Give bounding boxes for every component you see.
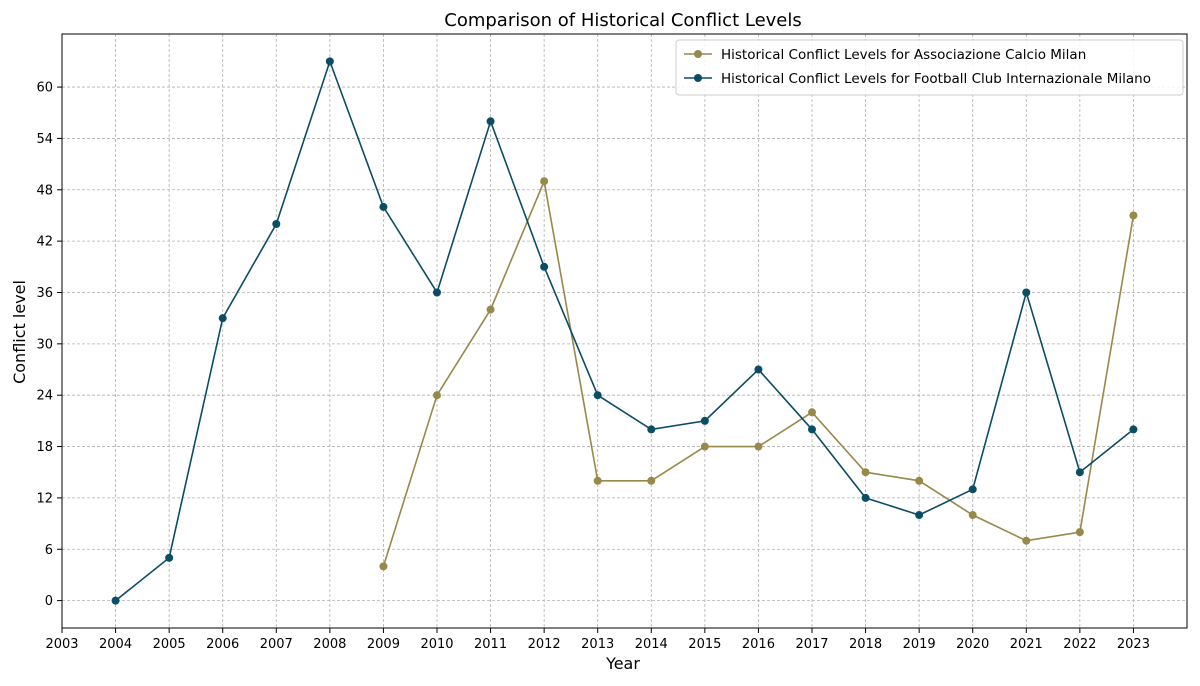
data-point — [1129, 211, 1138, 220]
y-tick-label: 30 — [36, 337, 53, 352]
x-tick-label: 2019 — [903, 637, 936, 652]
data-point — [968, 485, 977, 494]
y-tick-label: 6 — [45, 543, 53, 558]
data-point — [700, 442, 709, 451]
x-tick-label: 2003 — [45, 637, 78, 652]
x-tick-label: 2008 — [313, 637, 346, 652]
data-point — [593, 391, 602, 400]
x-tick-label: 2004 — [99, 637, 132, 652]
legend-box — [675, 39, 1184, 96]
data-point — [165, 553, 174, 562]
series-line — [382, 178, 1135, 567]
data-point — [1022, 288, 1031, 297]
data-point — [433, 391, 441, 400]
data-point — [111, 596, 120, 605]
x-tick-label: 2009 — [367, 637, 400, 652]
series-line — [115, 58, 1134, 602]
data-point — [647, 425, 656, 434]
data-point — [808, 408, 816, 417]
x-axis-label: Year — [605, 654, 640, 673]
data-point — [540, 262, 549, 271]
data-point — [968, 511, 977, 520]
x-tick-label: 2021 — [1010, 637, 1043, 652]
series-2 — [111, 57, 1138, 605]
y-tick-label: 18 — [36, 440, 53, 455]
y-tick-label: 0 — [45, 594, 53, 609]
data-point — [1075, 528, 1084, 537]
y-tick-label: 24 — [36, 389, 53, 404]
data-point — [379, 562, 388, 571]
legend-label: Historical Conflict Levels for Associazi… — [721, 47, 1086, 63]
x-tick-label: 2006 — [206, 637, 239, 652]
data-point — [915, 511, 924, 520]
data-point — [486, 305, 495, 314]
data-point — [1022, 536, 1031, 545]
data-point — [593, 476, 602, 485]
data-point — [861, 468, 870, 477]
legend: Historical Conflict Levels for Associazi… — [675, 39, 1184, 96]
x-tick-label: 2011 — [474, 637, 507, 652]
data-point — [700, 416, 709, 425]
data-point — [915, 476, 924, 485]
series-layer — [111, 57, 1138, 605]
x-tick-label: 2007 — [260, 637, 293, 652]
data-point — [486, 117, 495, 126]
y-axis-label: Conflict level — [10, 280, 29, 384]
x-tick-label: 2017 — [795, 637, 828, 652]
axis-ticks: 2003 2004 2005 2006 2007 2008 2009 2010 2011 2012… — [36, 81, 1150, 652]
x-tick-label: 2010 — [420, 637, 453, 652]
y-tick-label: 48 — [36, 183, 53, 198]
data-point — [540, 177, 549, 186]
legend-label: Historical Conflict Levels for Football … — [721, 71, 1151, 87]
x-tick-label: 2015 — [688, 637, 721, 652]
data-point — [861, 493, 870, 502]
x-tick-label: 2016 — [742, 637, 775, 652]
x-tick-label: 2014 — [635, 637, 668, 652]
y-tick-label: 42 — [36, 235, 53, 250]
data-point — [325, 57, 334, 66]
x-tick-label: 2023 — [1117, 637, 1150, 652]
legend-marker — [694, 74, 702, 82]
y-tick-label: 60 — [36, 81, 53, 96]
data-point — [272, 220, 281, 229]
y-tick-label: 36 — [36, 286, 53, 301]
y-tick-label: 54 — [36, 132, 53, 147]
data-point — [808, 425, 816, 434]
data-point — [754, 365, 763, 374]
data-point — [1075, 468, 1084, 477]
plot-frame — [61, 33, 1188, 629]
series-1 — [379, 177, 1138, 571]
data-point — [1129, 425, 1138, 434]
x-tick-label: 2022 — [1063, 637, 1096, 652]
x-tick-label: 2013 — [581, 637, 614, 652]
legend-marker — [694, 50, 702, 58]
x-tick-label: 2012 — [528, 637, 561, 652]
x-tick-label: 2020 — [956, 637, 989, 652]
data-point — [379, 202, 388, 211]
grid-lines — [61, 34, 1187, 628]
y-tick-label: 12 — [36, 491, 53, 506]
data-point — [754, 442, 763, 451]
data-point — [433, 288, 441, 297]
chart-title: Comparison of Historical Conflict Levels — [444, 10, 802, 31]
x-tick-label: 2005 — [153, 637, 186, 652]
data-point — [218, 314, 227, 323]
data-point — [647, 476, 656, 485]
x-tick-label: 2018 — [849, 637, 882, 652]
